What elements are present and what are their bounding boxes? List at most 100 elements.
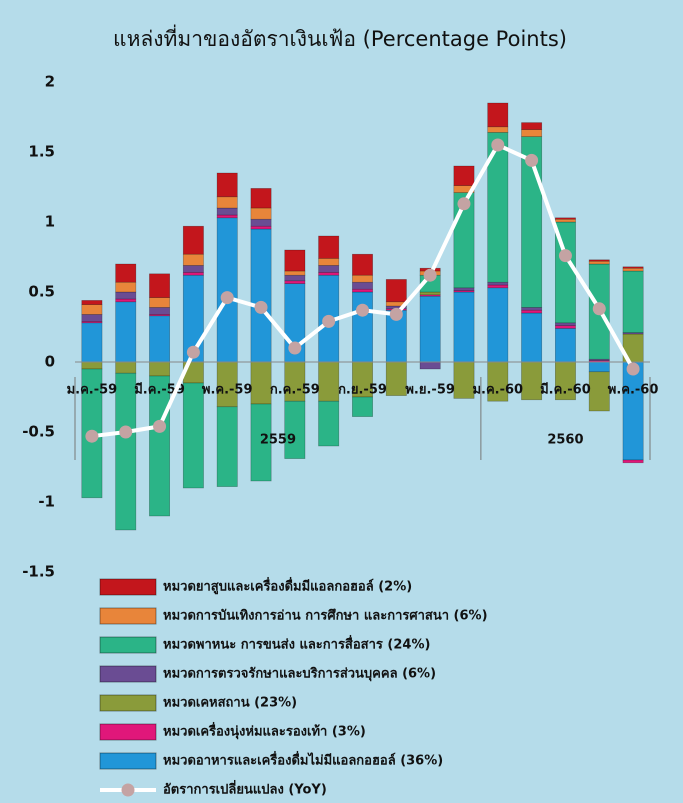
x-tick-label: พ.ค.-59	[202, 383, 253, 398]
legend-swatch	[99, 636, 157, 654]
bar-segment	[588, 371, 610, 412]
x-group-label: 2559	[260, 433, 296, 448]
bar-segment	[419, 361, 441, 370]
bar-segment	[521, 312, 543, 363]
x-tick-label: ก.ย.-59	[338, 383, 387, 398]
y-tick-label: 0.5	[28, 283, 55, 301]
bar-segment	[521, 122, 543, 130]
bar-segment	[419, 295, 441, 363]
yoy-marker	[254, 300, 268, 314]
bar-segment	[250, 403, 272, 482]
yoy-marker	[186, 345, 200, 359]
bar-segment	[487, 287, 509, 363]
legend-label: หมวดเคหสถาน (23%)	[163, 696, 297, 711]
bar-segment	[250, 361, 272, 405]
bar-segment	[352, 288, 373, 293]
bar-segment	[385, 361, 407, 396]
bar-segment	[318, 265, 340, 273]
bar-segment	[554, 322, 576, 326]
legend-label: หมวดการบันเทิงการอ่าน การศึกษา และการศาส…	[163, 608, 488, 624]
x-tick-label: มี.ค.-59	[134, 382, 185, 398]
bar-segment	[250, 225, 272, 230]
legend-swatch	[99, 752, 157, 770]
bar-segment	[352, 253, 373, 276]
bar-segment	[318, 361, 340, 402]
bar-segment	[318, 258, 340, 266]
bar-segment	[284, 249, 306, 272]
legend-marker	[121, 783, 135, 797]
bar-segment	[453, 291, 475, 363]
bar-segment	[115, 281, 137, 293]
bar-segment	[115, 361, 137, 374]
bar-segment	[149, 315, 171, 363]
yoy-marker	[356, 303, 369, 317]
legend-label: หมวดอาหารและเครื่องดื่มไม่มีแอลกอฮอล์ (3…	[163, 751, 443, 769]
y-tick-label: -0.5	[22, 423, 55, 441]
bar-segment	[115, 298, 137, 303]
bar-segment	[487, 281, 509, 286]
bar-segment	[554, 328, 576, 363]
y-tick-label: 2	[45, 73, 55, 91]
y-tick-label: -1.5	[22, 563, 55, 581]
bar-segment	[453, 287, 475, 291]
bar-segment	[149, 361, 171, 377]
legend-label: หมวดการตรวจรักษาและบริการส่วนบุคคล (6%)	[163, 667, 436, 682]
bar-segment	[81, 314, 103, 322]
bar-segment	[622, 459, 644, 464]
legend-label: อัตราการเปลี่ยนแปลง (YoY)	[163, 780, 327, 798]
bar-segment	[149, 273, 171, 298]
bar-segment	[284, 400, 306, 459]
bar-segment	[352, 291, 373, 363]
bar-segment	[554, 325, 576, 329]
bar-segment	[284, 280, 306, 284]
bar-segment	[521, 361, 543, 401]
bar-segment	[149, 307, 171, 315]
yoy-marker	[322, 314, 336, 328]
bar-segment	[622, 361, 644, 461]
bar-segment	[216, 217, 238, 363]
bar-segment	[216, 172, 238, 198]
x-group-label: 2560	[547, 433, 583, 448]
yoy-marker	[525, 153, 539, 167]
y-tick-label: 1	[45, 213, 55, 231]
legend-label: หมวดยาสูบและเครื่องดื่มมีแอลกอฮอล์ (2%)	[163, 577, 412, 595]
bar-segment	[521, 307, 543, 311]
bar-segment	[115, 301, 137, 363]
chart-title: แหล่งที่มาของอัตราเงินเฟ้อ (Percentage P…	[113, 24, 567, 51]
bar-segment	[622, 270, 644, 333]
bar-segment	[81, 322, 103, 363]
legend-swatch	[99, 665, 157, 683]
x-tick-label: มี.ค.-60	[540, 382, 591, 398]
yoy-marker	[85, 429, 99, 443]
bar-segment	[487, 126, 509, 133]
y-tick-label: -1	[38, 493, 55, 511]
bar-segment	[182, 265, 204, 273]
y-tick-label: 0	[45, 353, 55, 371]
yoy-marker	[423, 268, 437, 282]
x-tick-label: ม.ค.-59	[67, 383, 118, 398]
yoy-marker	[119, 425, 133, 439]
bar-segment	[352, 274, 373, 283]
y-tick-label: 1.5	[28, 143, 55, 161]
bar-segment	[453, 290, 475, 293]
bar-segment	[487, 284, 509, 289]
legend-swatch	[99, 607, 157, 625]
bar-segment	[182, 253, 204, 266]
bar-segment	[250, 188, 272, 209]
bar-segment	[588, 361, 610, 373]
bar-segment	[453, 361, 475, 399]
bar-segment	[588, 259, 610, 262]
yoy-marker	[626, 362, 640, 376]
bar-segment	[487, 102, 509, 128]
x-tick-label: พ.ย.-59	[405, 383, 455, 398]
bar-segment	[318, 272, 340, 276]
yoy-marker	[389, 307, 403, 321]
bar-segment	[453, 165, 475, 186]
bar-segment	[250, 228, 272, 363]
yoy-marker	[153, 419, 167, 433]
legend-swatch	[99, 578, 157, 596]
bar-segment	[216, 214, 238, 219]
bar-segment	[419, 291, 441, 296]
